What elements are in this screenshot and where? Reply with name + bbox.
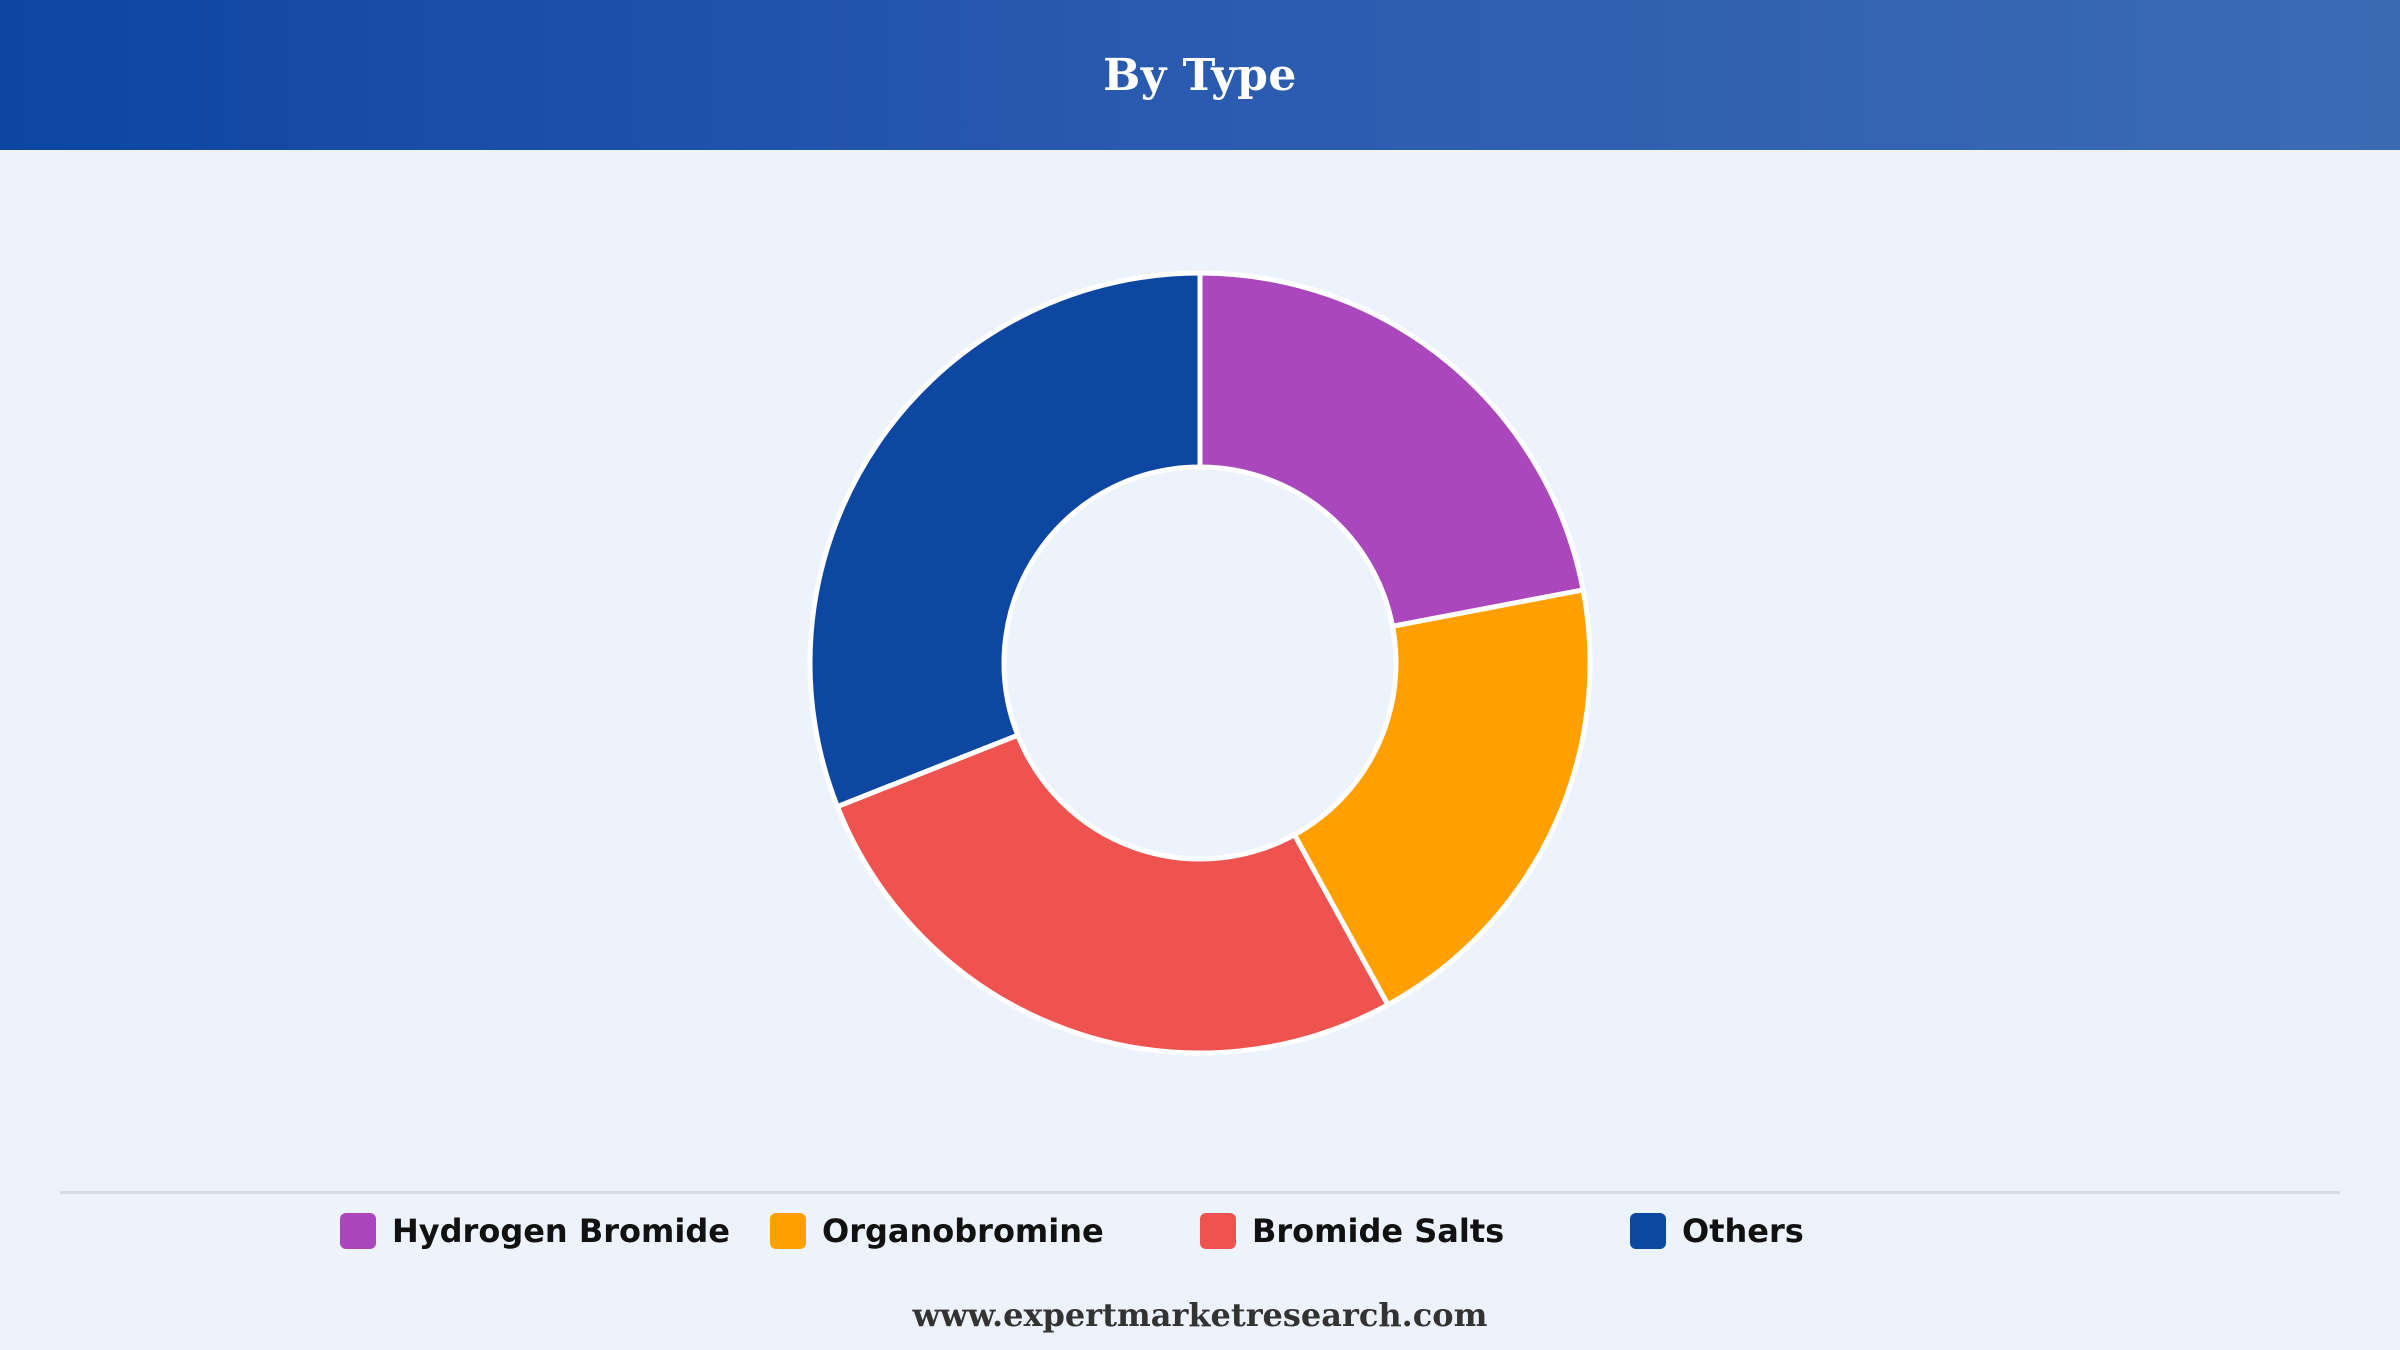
legend-label: Others [1682, 1212, 1804, 1250]
donut-slice-hydrogen-bromide[interactable] [1197, 270, 1586, 629]
chart-area [0, 150, 2400, 1190]
donut-slice-bromide-salts[interactable] [834, 732, 1391, 1056]
legend-label: Hydrogen Bromide [392, 1212, 730, 1250]
legend-item-bromide-salts[interactable]: Bromide Salts [1200, 1206, 1504, 1256]
source-url: www.expertmarketresearch.com [912, 1296, 1488, 1334]
chart-legend: Hydrogen Bromide Organobromine Bromide S… [0, 1206, 2400, 1256]
donut-slice-organobromine[interactable] [1291, 587, 1593, 1008]
legend-swatch [770, 1213, 806, 1249]
legend-item-others[interactable]: Others [1630, 1206, 1804, 1256]
legend-label: Organobromine [822, 1212, 1104, 1250]
donut-chart [807, 270, 1593, 1056]
donut-slice-others[interactable] [807, 270, 1203, 810]
legend-swatch [1200, 1213, 1236, 1249]
chart-header: By Type [0, 0, 2400, 150]
legend-item-hydrogen-bromide[interactable]: Hydrogen Bromide [340, 1206, 730, 1256]
chart-title: By Type [1103, 49, 1297, 101]
legend-divider [60, 1191, 2340, 1194]
legend-label: Bromide Salts [1252, 1212, 1505, 1250]
legend-item-organobromine[interactable]: Organobromine [770, 1206, 1104, 1256]
legend-swatch [340, 1213, 376, 1249]
legend-swatch [1630, 1213, 1666, 1249]
